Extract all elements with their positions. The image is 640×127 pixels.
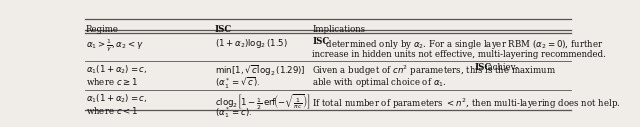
Text: where $c \geq 1$: where $c \geq 1$: [86, 76, 138, 87]
Text: ISC: ISC: [312, 37, 330, 46]
Text: $(\alpha_1^* = c).$: $(\alpha_1^* = c).$: [215, 105, 252, 120]
Text: Implications: Implications: [312, 25, 365, 34]
Text: $c\log_2\!\left[1 - \frac{1}{2}\,\mathrm{erf}\!\left(-\sqrt{\frac{1}{\pi c}}\rig: $c\log_2\!\left[1 - \frac{1}{2}\,\mathrm…: [215, 92, 311, 112]
Text: $\alpha_1 > \frac{1}{\gamma}, \alpha_2 < \gamma$: $\alpha_1 > \frac{1}{\gamma}, \alpha_2 <…: [86, 37, 143, 53]
Text: determined only by $\alpha_2$. For a single layer RBM ($\alpha_2 = 0$), further: determined only by $\alpha_2$. For a sin…: [323, 37, 604, 51]
Text: $(1 + \alpha_2) \log_2(1.5)$: $(1 + \alpha_2) \log_2(1.5)$: [215, 37, 288, 50]
Text: where $c < 1$: where $c < 1$: [86, 105, 138, 116]
Text: ISC: ISC: [215, 25, 232, 34]
Text: $(\alpha_1^* = \sqrt{c}).$: $(\alpha_1^* = \sqrt{c}).$: [215, 76, 260, 91]
Text: Regime: Regime: [86, 25, 119, 34]
Text: $\alpha_1(1 + \alpha_2) = c,$: $\alpha_1(1 + \alpha_2) = c,$: [86, 63, 147, 76]
Text: If total number of parameters $< n^2$, then multi-layering does not help.: If total number of parameters $< n^2$, t…: [312, 96, 621, 111]
Text: $\min[1, \sqrt{c}\log_2(1.29)]$: $\min[1, \sqrt{c}\log_2(1.29)]$: [215, 63, 305, 78]
Text: able with optimal choice of $\alpha_1$.: able with optimal choice of $\alpha_1$.: [312, 76, 447, 89]
Text: increase in hidden units not effective, multi-layering recommended.: increase in hidden units not effective, …: [312, 50, 606, 59]
Text: Given a budget of $cn^2$ parameters, this is the maximum: Given a budget of $cn^2$ parameters, thi…: [312, 63, 556, 78]
Text: $\alpha_1(1 + \alpha_2) = c,$: $\alpha_1(1 + \alpha_2) = c,$: [86, 92, 147, 105]
Text: ISC: ISC: [475, 63, 492, 72]
Text: achiev-: achiev-: [484, 63, 518, 72]
